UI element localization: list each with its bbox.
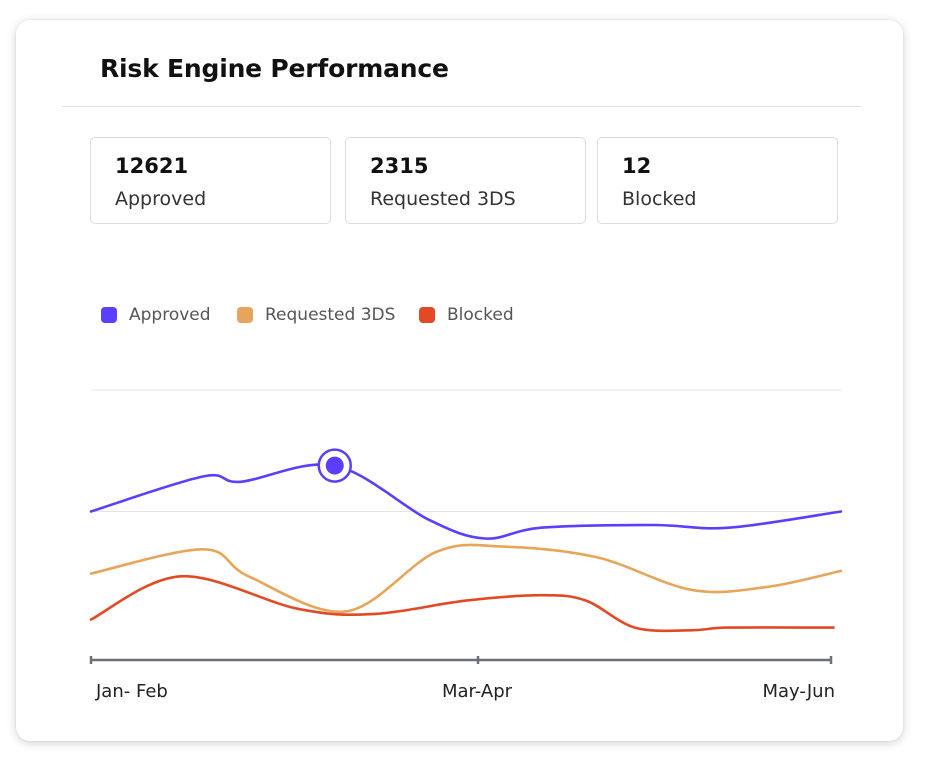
stat-label: Approved xyxy=(115,188,207,210)
legend-item-requested-3ds[interactable]: Requested 3DS xyxy=(237,305,395,325)
card-title: Risk Engine Performance xyxy=(100,54,449,83)
risk-engine-card: Risk Engine Performance 12621 Approved 2… xyxy=(16,20,903,741)
stat-card-approved: 12621 Approved xyxy=(90,137,331,224)
legend-swatch-approved xyxy=(101,307,117,323)
series-line-approved[interactable] xyxy=(89,463,843,540)
legend-label: Requested 3DS xyxy=(265,305,396,325)
legend-item-approved[interactable]: Approved xyxy=(101,305,211,325)
x-axis: Jan- Feb Mar-Apr May-Jun xyxy=(89,656,835,702)
legend-label: Blocked xyxy=(447,305,514,325)
x-tick-label: May-Jun xyxy=(762,681,835,702)
legend-label: Approved xyxy=(129,305,211,325)
x-tick-label: Jan- Feb xyxy=(95,681,168,702)
title-divider xyxy=(62,106,861,107)
stat-value: 2315 xyxy=(370,154,429,178)
stat-value: 12 xyxy=(622,154,652,178)
series-line-requested-3ds[interactable] xyxy=(89,543,843,614)
highlight-marker[interactable] xyxy=(317,448,352,483)
legend-item-blocked[interactable]: Blocked xyxy=(419,305,514,325)
highlight-point-dot[interactable] xyxy=(325,456,344,475)
grid-lines xyxy=(91,389,841,512)
stat-card-blocked: 12 Blocked xyxy=(597,137,838,224)
x-tick-label: Mar-Apr xyxy=(442,681,513,702)
series-line-blocked[interactable] xyxy=(89,574,835,633)
stat-label: Requested 3DS xyxy=(370,188,516,210)
series-lines xyxy=(89,463,843,633)
stat-value: 12621 xyxy=(115,154,189,178)
legend-swatch-blocked xyxy=(419,307,435,323)
stat-card-requested-3ds: 2315 Requested 3DS xyxy=(345,137,586,224)
stat-label: Blocked xyxy=(622,188,697,210)
legend-swatch-requested-3ds xyxy=(237,307,253,323)
